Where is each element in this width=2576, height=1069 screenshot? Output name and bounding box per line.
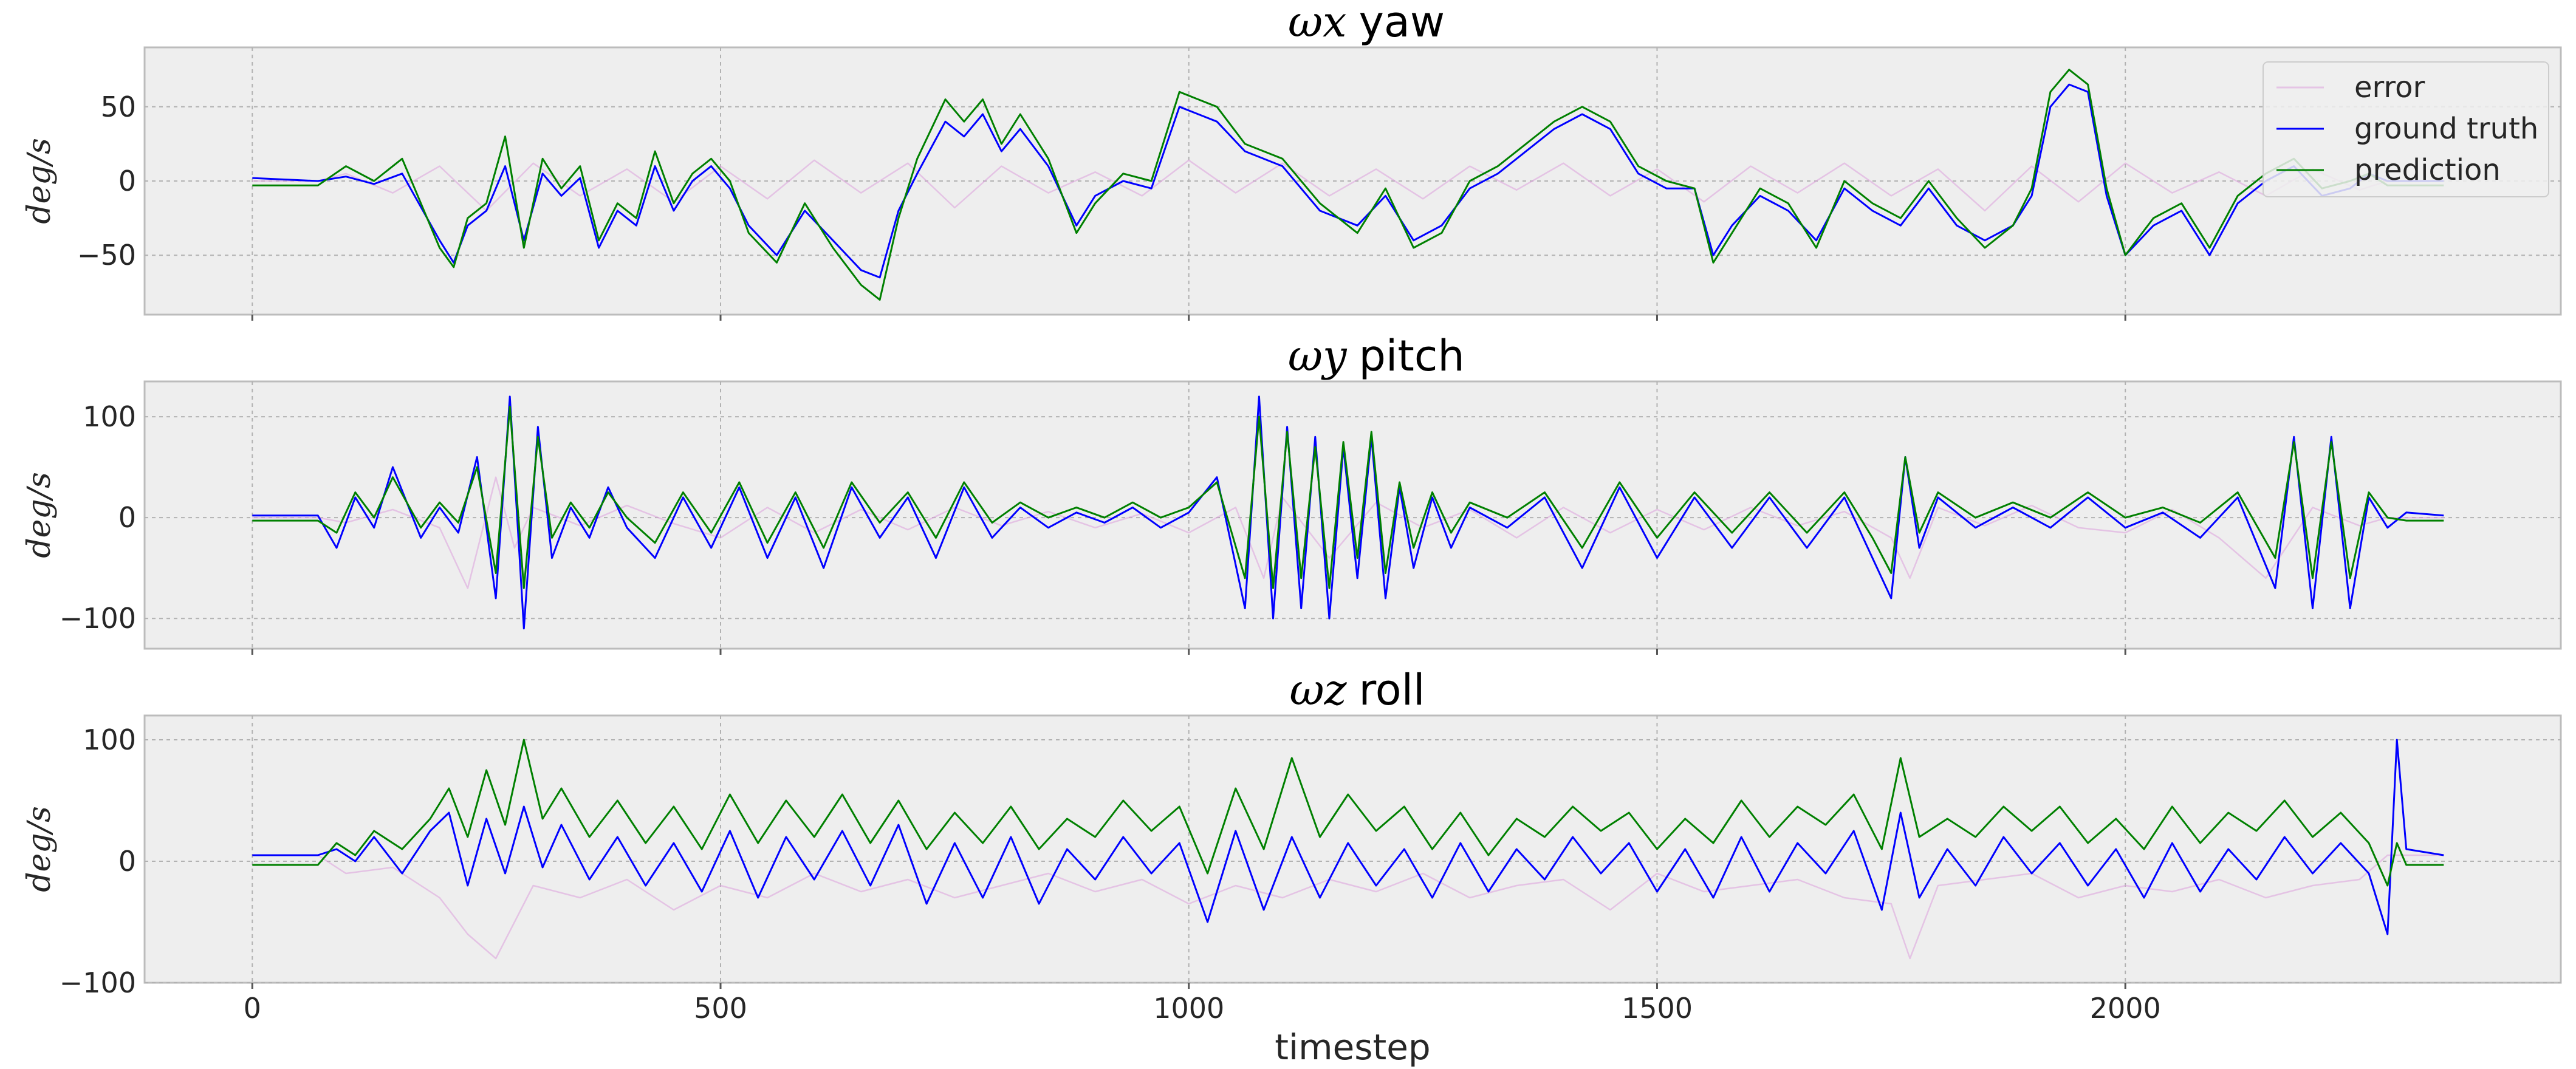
x-tick-label: 1500: [1622, 992, 1693, 1025]
subplot-pitch: −100 0 100 ωy pitch deg/s: [21, 331, 2562, 655]
y-tick-label: 0: [118, 165, 136, 197]
x-axis-label: timestep: [1275, 1026, 1431, 1068]
chart-title-symbol: ωx: [1288, 0, 1347, 47]
legend: error ground truth prediction: [2263, 61, 2549, 197]
series-line-ground-truth: [252, 395, 2444, 630]
y-tick-label: 0: [118, 501, 136, 534]
y-tick-label: 100: [83, 723, 136, 756]
series-group: [252, 69, 2444, 301]
chart-title-symbol: ωy: [1288, 331, 1348, 381]
x-tick-label: 1000: [1153, 992, 1224, 1025]
grid: [145, 47, 2561, 315]
subplot-yaw: −50 0 50 ωx yaw deg/s: [21, 0, 2562, 321]
y-axis-label: deg/s: [21, 806, 58, 892]
x-ticks: [251, 649, 2126, 655]
y-tick-label: 100: [83, 400, 136, 433]
legend-label: prediction: [2354, 153, 2501, 187]
y-tick-labels: −50 0 50: [77, 91, 136, 272]
x-tick-label: 0: [244, 992, 261, 1025]
y-tick-label: −100: [60, 602, 136, 635]
series-group: [252, 739, 2444, 960]
y-tick-label: −50: [77, 239, 136, 272]
series-group: [252, 395, 2444, 630]
y-tick-label: −100: [60, 966, 136, 999]
x-ticks: 0 500 1000 1500 2000: [244, 983, 2161, 1025]
y-axis-label: deg/s: [21, 138, 58, 224]
y-tick-label: 0: [118, 845, 136, 878]
chart-title-symbol: ωz: [1290, 665, 1348, 715]
y-tick-labels: −100 0 100: [60, 400, 136, 635]
y-tick-labels: −100 0 100: [60, 723, 136, 999]
legend-box: [2263, 61, 2549, 197]
legend-label: error: [2354, 70, 2425, 104]
series-line-prediction: [252, 69, 2444, 301]
x-tick-label: 2000: [2090, 992, 2161, 1025]
chart-title: yaw: [1359, 0, 1445, 47]
y-tick-label: 50: [100, 91, 136, 123]
x-ticks: [251, 315, 2126, 321]
chart-title: pitch: [1359, 331, 1465, 381]
series-line-error: [252, 159, 2444, 212]
series-line-ground-truth: [252, 739, 2444, 935]
chart-title: roll: [1359, 665, 1425, 715]
y-axis-label: deg/s: [21, 472, 58, 558]
legend-label: ground truth: [2354, 112, 2538, 146]
series-line-ground-truth: [252, 83, 2444, 279]
x-tick-label: 500: [694, 992, 747, 1025]
series-line-prediction: [252, 406, 2444, 589]
series-line-prediction: [252, 739, 2444, 887]
